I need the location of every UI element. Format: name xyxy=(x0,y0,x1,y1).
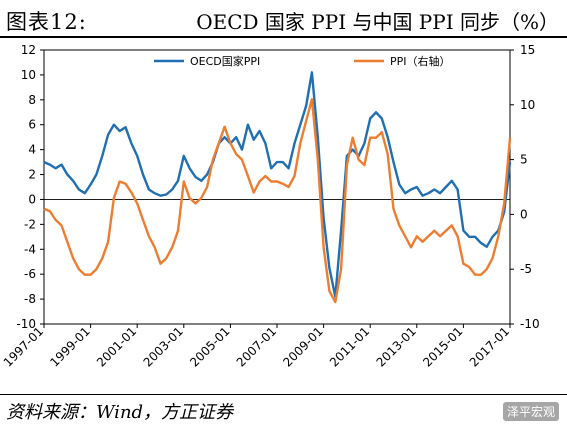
plot-frame xyxy=(43,49,511,325)
x-tick-label: 2011-01 xyxy=(327,324,372,369)
x-tick-label: 2009-01 xyxy=(280,324,325,369)
chart-title: OECD 国家 PPI 与中国 PPI 同步（%） xyxy=(196,10,559,34)
legend-label-1: PPI（右轴） xyxy=(390,54,451,68)
x-tick-label: 2003-01 xyxy=(141,324,186,369)
left-tick-label: -4 xyxy=(24,242,36,256)
x-tick-label: 2015-01 xyxy=(420,324,465,369)
bottom-rule xyxy=(0,394,567,395)
right-tick-label: -5 xyxy=(520,262,532,276)
left-tick-label: 8 xyxy=(28,93,36,107)
series-line-1 xyxy=(43,98,512,304)
left-tick-label: -10 xyxy=(16,317,36,331)
x-tick-label: 2001-01 xyxy=(94,324,139,369)
left-tick-label: 12 xyxy=(21,43,36,57)
left-tick-label: -8 xyxy=(24,292,36,306)
legend-label-0: OECD国家PPI xyxy=(190,54,260,68)
x-tick-label: 2007-01 xyxy=(234,324,279,369)
title-rule xyxy=(0,36,567,38)
right-tick-label: 0 xyxy=(520,207,528,221)
left-tick-label: 6 xyxy=(28,118,36,132)
right-tick-label: -10 xyxy=(520,317,540,331)
left-tick-label: 10 xyxy=(21,68,36,82)
right-tick-label: 5 xyxy=(520,153,528,167)
right-tick-label: 15 xyxy=(520,43,535,57)
left-tick-label: 4 xyxy=(28,143,36,157)
right-tick-label: 10 xyxy=(520,98,535,112)
series-line-0 xyxy=(43,71,512,298)
x-tick-label: 1999-01 xyxy=(47,324,92,369)
figure-header: 图表12: OECD 国家 PPI 与中国 PPI 同步（%） xyxy=(0,0,567,36)
x-tick-label: 1997-01 xyxy=(1,324,46,369)
left-tick-label: 0 xyxy=(28,192,36,206)
left-tick-label: -6 xyxy=(24,267,36,281)
x-tick-label: 2017-01 xyxy=(467,324,512,369)
source-note: 资料来源：Wind，方正证券 xyxy=(6,402,234,423)
watermark: 泽平宏观 xyxy=(502,402,559,421)
x-tick-label: 2013-01 xyxy=(374,324,419,369)
chart-area: -10 -8 -6 -4 -2 0 2 4 6 8 10 12 -10 -5 0 5 10 15 1997-01 19… xyxy=(1,43,540,370)
left-tick-label: -2 xyxy=(24,217,36,231)
figure-number: 图表12: xyxy=(6,10,87,34)
x-tick-label: 2005-01 xyxy=(187,324,232,369)
left-tick-label: 2 xyxy=(28,168,36,182)
